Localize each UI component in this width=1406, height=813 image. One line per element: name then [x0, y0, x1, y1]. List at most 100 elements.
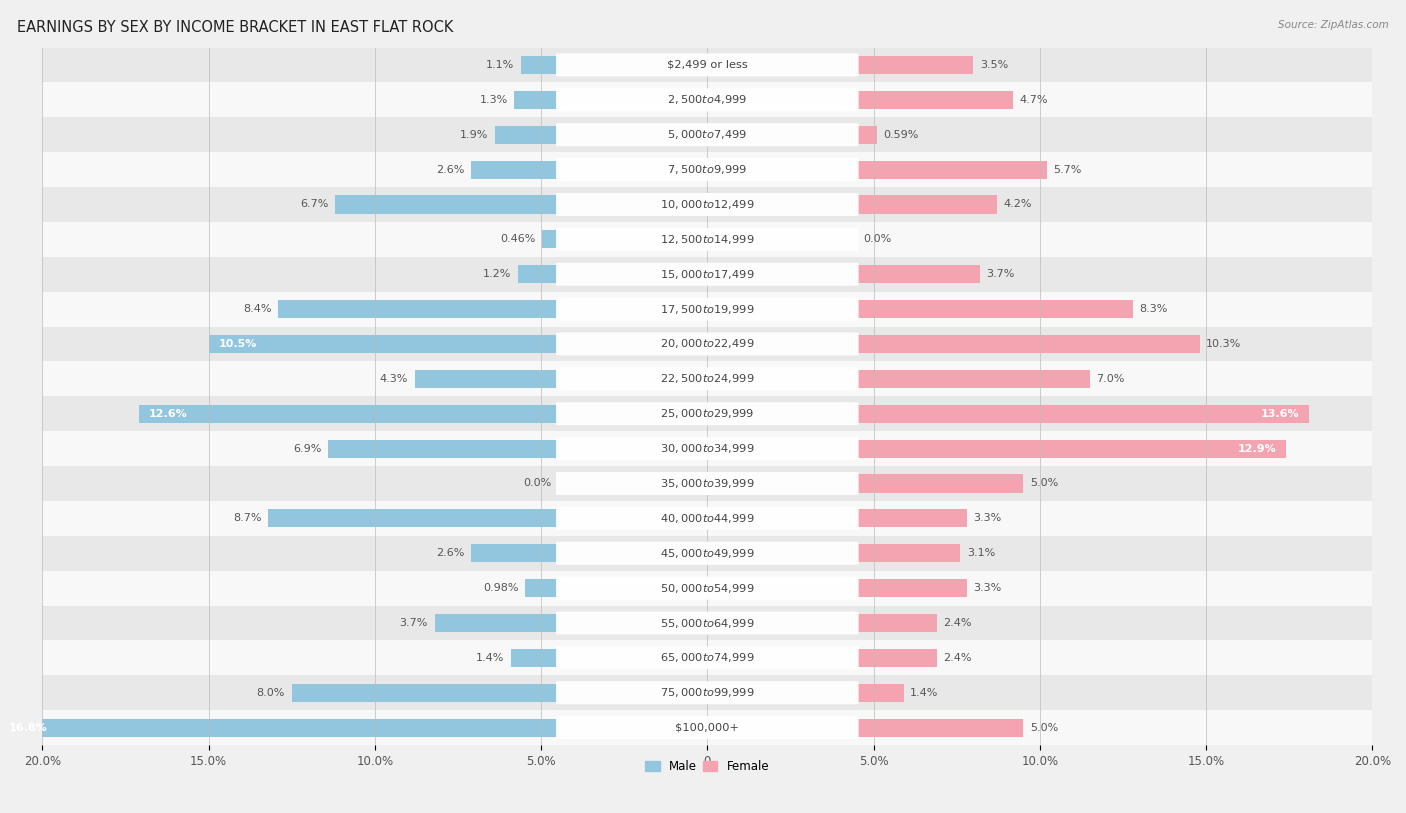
Bar: [42, 292, 1372, 327]
Text: $100,000+: $100,000+: [675, 723, 740, 733]
Text: $2,499 or less: $2,499 or less: [666, 60, 748, 70]
Text: $12,500 to $14,999: $12,500 to $14,999: [659, 233, 755, 246]
Bar: [858, 300, 1133, 318]
Bar: [858, 475, 1024, 493]
Bar: [328, 440, 558, 458]
FancyBboxPatch shape: [555, 367, 859, 390]
Text: $2,500 to $4,999: $2,500 to $4,999: [668, 93, 748, 107]
Text: $20,000 to $22,499: $20,000 to $22,499: [659, 337, 755, 350]
Legend: Male, Female: Male, Female: [641, 755, 773, 777]
Bar: [858, 509, 967, 528]
Bar: [858, 56, 973, 74]
Bar: [42, 571, 1372, 606]
Bar: [42, 82, 1372, 117]
Text: 13.6%: 13.6%: [1261, 409, 1299, 419]
Text: 3.3%: 3.3%: [973, 513, 1001, 524]
Bar: [858, 649, 936, 667]
Bar: [291, 684, 558, 702]
Text: 1.1%: 1.1%: [486, 60, 515, 70]
Text: 10.3%: 10.3%: [1206, 339, 1241, 349]
Bar: [42, 676, 1372, 711]
Bar: [415, 370, 558, 388]
Bar: [858, 160, 1046, 179]
Text: 0.98%: 0.98%: [482, 583, 519, 593]
Text: 4.2%: 4.2%: [1004, 199, 1032, 210]
Bar: [42, 187, 1372, 222]
Bar: [543, 230, 558, 249]
Text: 5.7%: 5.7%: [1053, 164, 1081, 175]
Bar: [515, 91, 558, 109]
FancyBboxPatch shape: [555, 54, 859, 76]
FancyBboxPatch shape: [555, 576, 859, 600]
FancyBboxPatch shape: [555, 681, 859, 704]
FancyBboxPatch shape: [555, 472, 859, 495]
Bar: [858, 335, 1199, 353]
FancyBboxPatch shape: [555, 716, 859, 739]
Bar: [858, 684, 904, 702]
Bar: [858, 579, 967, 598]
Text: $17,500 to $19,999: $17,500 to $19,999: [659, 302, 755, 315]
Bar: [42, 606, 1372, 641]
Bar: [858, 405, 1309, 423]
Bar: [512, 649, 558, 667]
Bar: [42, 536, 1372, 571]
Bar: [269, 509, 558, 528]
Text: $50,000 to $54,999: $50,000 to $54,999: [659, 581, 755, 594]
Text: 2.6%: 2.6%: [436, 164, 464, 175]
Text: Source: ZipAtlas.com: Source: ZipAtlas.com: [1278, 20, 1389, 30]
FancyBboxPatch shape: [555, 437, 859, 460]
Text: $15,000 to $17,499: $15,000 to $17,499: [659, 267, 755, 280]
Text: 8.0%: 8.0%: [257, 688, 285, 698]
Text: 0.0%: 0.0%: [863, 234, 891, 245]
Text: 10.5%: 10.5%: [218, 339, 257, 349]
Bar: [42, 47, 1372, 82]
Bar: [522, 56, 558, 74]
Text: 2.4%: 2.4%: [943, 618, 972, 628]
Bar: [42, 466, 1372, 501]
Bar: [42, 501, 1372, 536]
FancyBboxPatch shape: [555, 228, 859, 251]
Text: EARNINGS BY SEX BY INCOME BRACKET IN EAST FLAT ROCK: EARNINGS BY SEX BY INCOME BRACKET IN EAS…: [17, 20, 453, 35]
Text: 3.3%: 3.3%: [973, 583, 1001, 593]
Text: $55,000 to $64,999: $55,000 to $64,999: [659, 616, 755, 629]
FancyBboxPatch shape: [555, 541, 859, 565]
FancyBboxPatch shape: [555, 263, 859, 285]
FancyBboxPatch shape: [555, 89, 859, 111]
Bar: [858, 719, 1024, 737]
FancyBboxPatch shape: [555, 298, 859, 320]
Text: 2.6%: 2.6%: [436, 548, 464, 559]
Text: 8.3%: 8.3%: [1140, 304, 1168, 314]
Text: 1.2%: 1.2%: [482, 269, 512, 279]
Text: 6.9%: 6.9%: [294, 444, 322, 454]
Text: $22,500 to $24,999: $22,500 to $24,999: [659, 372, 755, 385]
Text: 3.1%: 3.1%: [967, 548, 995, 559]
Bar: [42, 711, 1372, 745]
Text: $65,000 to $74,999: $65,000 to $74,999: [659, 651, 755, 664]
Bar: [335, 195, 558, 214]
Text: $30,000 to $34,999: $30,000 to $34,999: [659, 442, 755, 455]
Bar: [42, 431, 1372, 466]
Text: 12.6%: 12.6%: [149, 409, 187, 419]
Text: 3.5%: 3.5%: [980, 60, 1008, 70]
Text: $5,000 to $7,499: $5,000 to $7,499: [668, 128, 748, 141]
Bar: [495, 126, 558, 144]
Text: 1.4%: 1.4%: [910, 688, 939, 698]
Bar: [42, 362, 1372, 396]
Bar: [524, 579, 558, 598]
Text: 0.59%: 0.59%: [883, 130, 918, 140]
Text: $35,000 to $39,999: $35,000 to $39,999: [659, 477, 755, 490]
Bar: [471, 544, 558, 563]
Text: 1.3%: 1.3%: [479, 95, 508, 105]
Text: 3.7%: 3.7%: [987, 269, 1015, 279]
FancyBboxPatch shape: [555, 611, 859, 634]
Bar: [858, 614, 936, 632]
Text: 4.7%: 4.7%: [1019, 95, 1049, 105]
FancyBboxPatch shape: [555, 402, 859, 425]
Bar: [42, 257, 1372, 292]
Text: 16.8%: 16.8%: [8, 723, 48, 733]
Bar: [139, 405, 558, 423]
FancyBboxPatch shape: [555, 506, 859, 530]
Text: $75,000 to $99,999: $75,000 to $99,999: [659, 686, 755, 699]
Text: 1.9%: 1.9%: [460, 130, 488, 140]
Text: 3.7%: 3.7%: [399, 618, 427, 628]
